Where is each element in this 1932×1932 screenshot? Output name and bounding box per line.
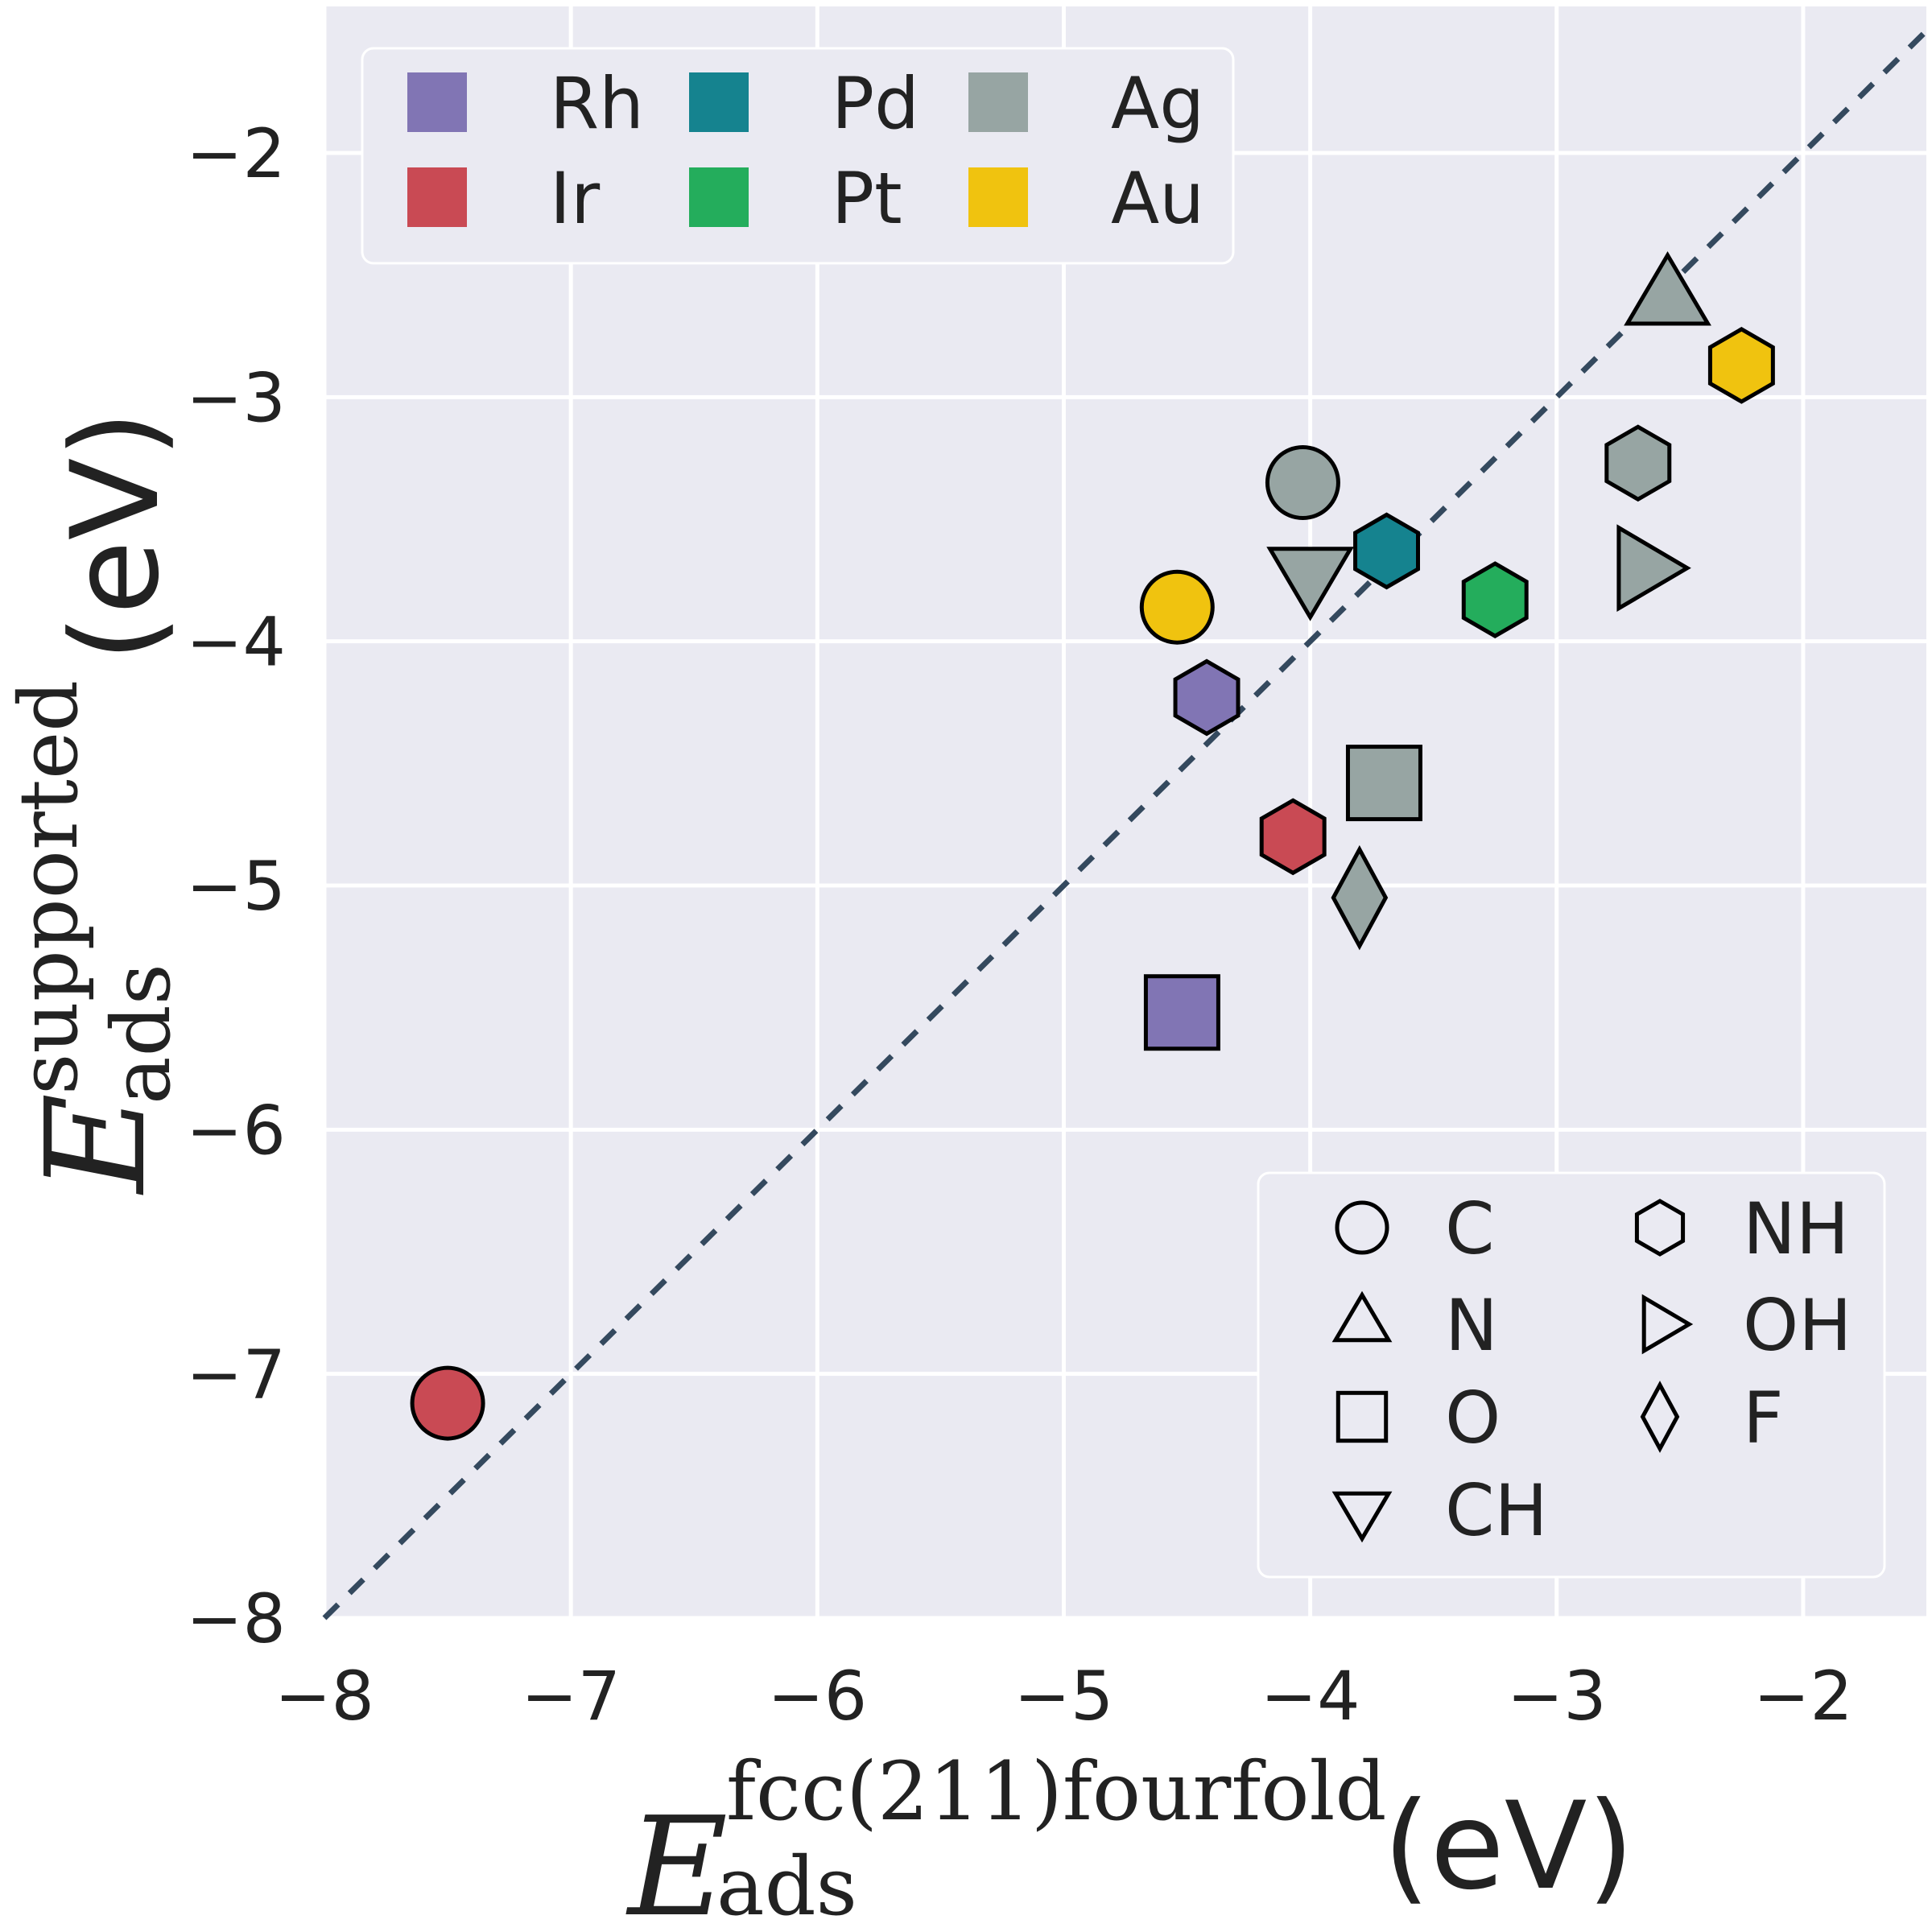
x-axis-superscript: fcc(211)fourfold: [726, 1744, 1387, 1839]
x-tick-label: −6: [767, 1657, 867, 1736]
data-point-rh-o: [1143, 974, 1220, 1051]
legend-marker-n: [1331, 1290, 1393, 1343]
y-axis-symbol: E: [17, 1093, 176, 1195]
data-point-ag-ch: [1266, 547, 1354, 621]
data-point-au-c: [1139, 569, 1215, 645]
legend-label-ag: Ag: [1111, 62, 1204, 145]
y-tick-label: −3: [186, 358, 286, 437]
data-points: [410, 251, 1775, 1441]
data-point-ag-nh: [1604, 424, 1672, 502]
y-tick-labels: −8 −7 −6 −5 −4 −3 −2: [186, 114, 286, 1658]
legend-label-oh: OH: [1743, 1284, 1852, 1367]
data-point-pd-nh: [1353, 512, 1420, 590]
y-axis-subscript: ads: [94, 964, 188, 1104]
legend-swatch-ir: [407, 167, 467, 227]
legend-label-au: Au: [1111, 157, 1204, 240]
x-tick-label: −5: [1014, 1657, 1114, 1736]
adsorbate-legend: CNO CH NH OH F: [1257, 1171, 1886, 1579]
x-axis-symbol: E: [625, 1788, 728, 1932]
legend-swatch-ag: [968, 72, 1028, 132]
y-tick-label: −4: [186, 603, 286, 682]
data-point-ir-nh: [1259, 798, 1327, 876]
metal-legend-frame: [361, 47, 1235, 265]
legend-label-pt: Pt: [832, 157, 902, 240]
x-tick-label: −8: [275, 1657, 374, 1736]
legend-label-o: O: [1445, 1377, 1501, 1459]
x-axis-unit: (eV): [1383, 1777, 1634, 1917]
data-point-au-nh: [1707, 327, 1775, 404]
legend-swatch-pt: [689, 167, 749, 227]
y-axis-unit: (eV): [46, 411, 186, 662]
legend-label-f: F: [1743, 1377, 1784, 1459]
legend-swatch-rh: [407, 72, 467, 132]
y-axis-label: E ads supported (eV): [2, 411, 188, 1195]
x-tick-label: −3: [1507, 1657, 1607, 1736]
legend-marker-o: [1335, 1390, 1389, 1443]
x-axis-label: E ads fcc(211)fourfold (eV): [625, 1744, 1634, 1932]
data-point-ir-c: [410, 1365, 485, 1441]
legend-marker-oh: [1641, 1294, 1694, 1355]
data-point-ag-oh: [1616, 524, 1691, 613]
legend-label-ir: Ir: [550, 157, 601, 240]
y-axis-superscript: supported: [2, 680, 96, 1095]
legend-label-n: N: [1445, 1284, 1498, 1367]
y-tick-label: −8: [186, 1579, 286, 1658]
data-point-ag-f: [1331, 844, 1389, 951]
x-tick-labels: −8 −7 −6 −5 −4 −3 −2: [275, 1657, 1853, 1736]
legend-swatch-au: [968, 167, 1028, 227]
legend-marker-c: [1335, 1200, 1389, 1255]
data-point-ag-c: [1265, 445, 1340, 520]
adsorbate-legend-frame: [1257, 1171, 1886, 1579]
y-tick-label: −6: [186, 1091, 286, 1170]
legend-marker-f: [1640, 1381, 1680, 1453]
x-axis-subscript: ads: [716, 1839, 857, 1932]
legend-label-nh: NH: [1743, 1187, 1849, 1270]
x-tick-label: −4: [1261, 1657, 1360, 1736]
x-tick-label: −2: [1753, 1657, 1853, 1736]
data-point-pt-nh: [1461, 561, 1529, 638]
legend-label-ch: CH: [1445, 1469, 1548, 1552]
legend-label-pd: Pd: [832, 62, 919, 145]
data-point-ag-o: [1345, 745, 1422, 822]
legend-swatch-pd: [689, 72, 749, 132]
legend-marker-ch: [1331, 1491, 1393, 1543]
y-tick-label: −5: [186, 847, 286, 926]
legend-label-c: C: [1445, 1187, 1494, 1270]
x-tick-label: −7: [521, 1657, 621, 1736]
y-tick-label: −2: [186, 114, 286, 193]
data-point-ag-n: [1624, 251, 1711, 326]
y-tick-label: −7: [186, 1335, 286, 1414]
legend-marker-nh: [1634, 1199, 1686, 1257]
data-point-rh-nh: [1173, 658, 1241, 737]
legend-label-rh: Rh: [550, 62, 644, 145]
metal-legend: Rh Ir Pd Pt Ag Au: [361, 47, 1235, 265]
